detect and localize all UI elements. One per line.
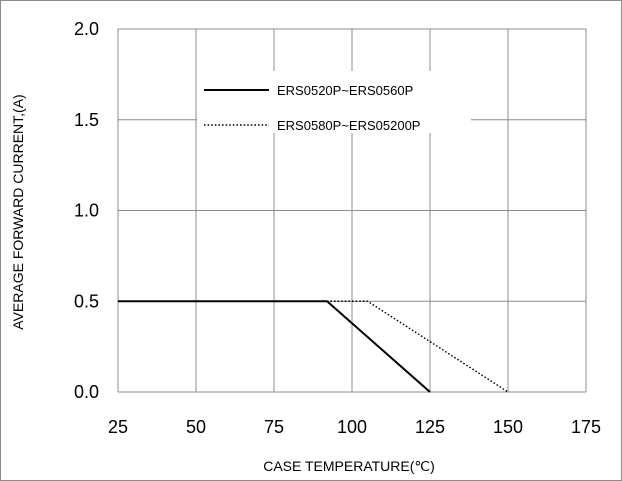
y-tick-label: 2.0 — [74, 19, 99, 39]
x-tick-label: 25 — [108, 417, 128, 437]
legend-label-series-1: ERS0520P~ERS0560P — [277, 83, 413, 98]
tick-labels: 25 50 75 100 125 150 175 0.0 0.5 1.0 1.5 2.0 — [74, 19, 601, 437]
legend: ERS0520P~ERS0560P ERS0580P~ERS05200P — [197, 71, 471, 133]
series-layer — [118, 300, 509, 393]
series-line-2 — [118, 300, 509, 393]
y-tick-label: 0.0 — [74, 382, 99, 402]
x-tick-label: 125 — [415, 417, 445, 437]
x-tick-label: 100 — [337, 417, 367, 437]
x-axis-title: CASE TEMPERATURE(℃) — [263, 458, 435, 474]
y-axis-title: AVERAGE FORWARD CURRENT,(A) — [10, 94, 26, 329]
legend-background — [197, 71, 471, 133]
y-tick-label: 1.5 — [74, 110, 99, 130]
x-tick-label: 75 — [264, 417, 284, 437]
x-tick-label: 150 — [493, 417, 523, 437]
x-tick-label: 175 — [571, 417, 601, 437]
legend-label-series-2: ERS0580P~ERS05200P — [277, 118, 420, 133]
y-tick-label: 0.5 — [74, 291, 99, 311]
y-tick-label: 1.0 — [74, 201, 99, 221]
x-tick-label: 50 — [186, 417, 206, 437]
